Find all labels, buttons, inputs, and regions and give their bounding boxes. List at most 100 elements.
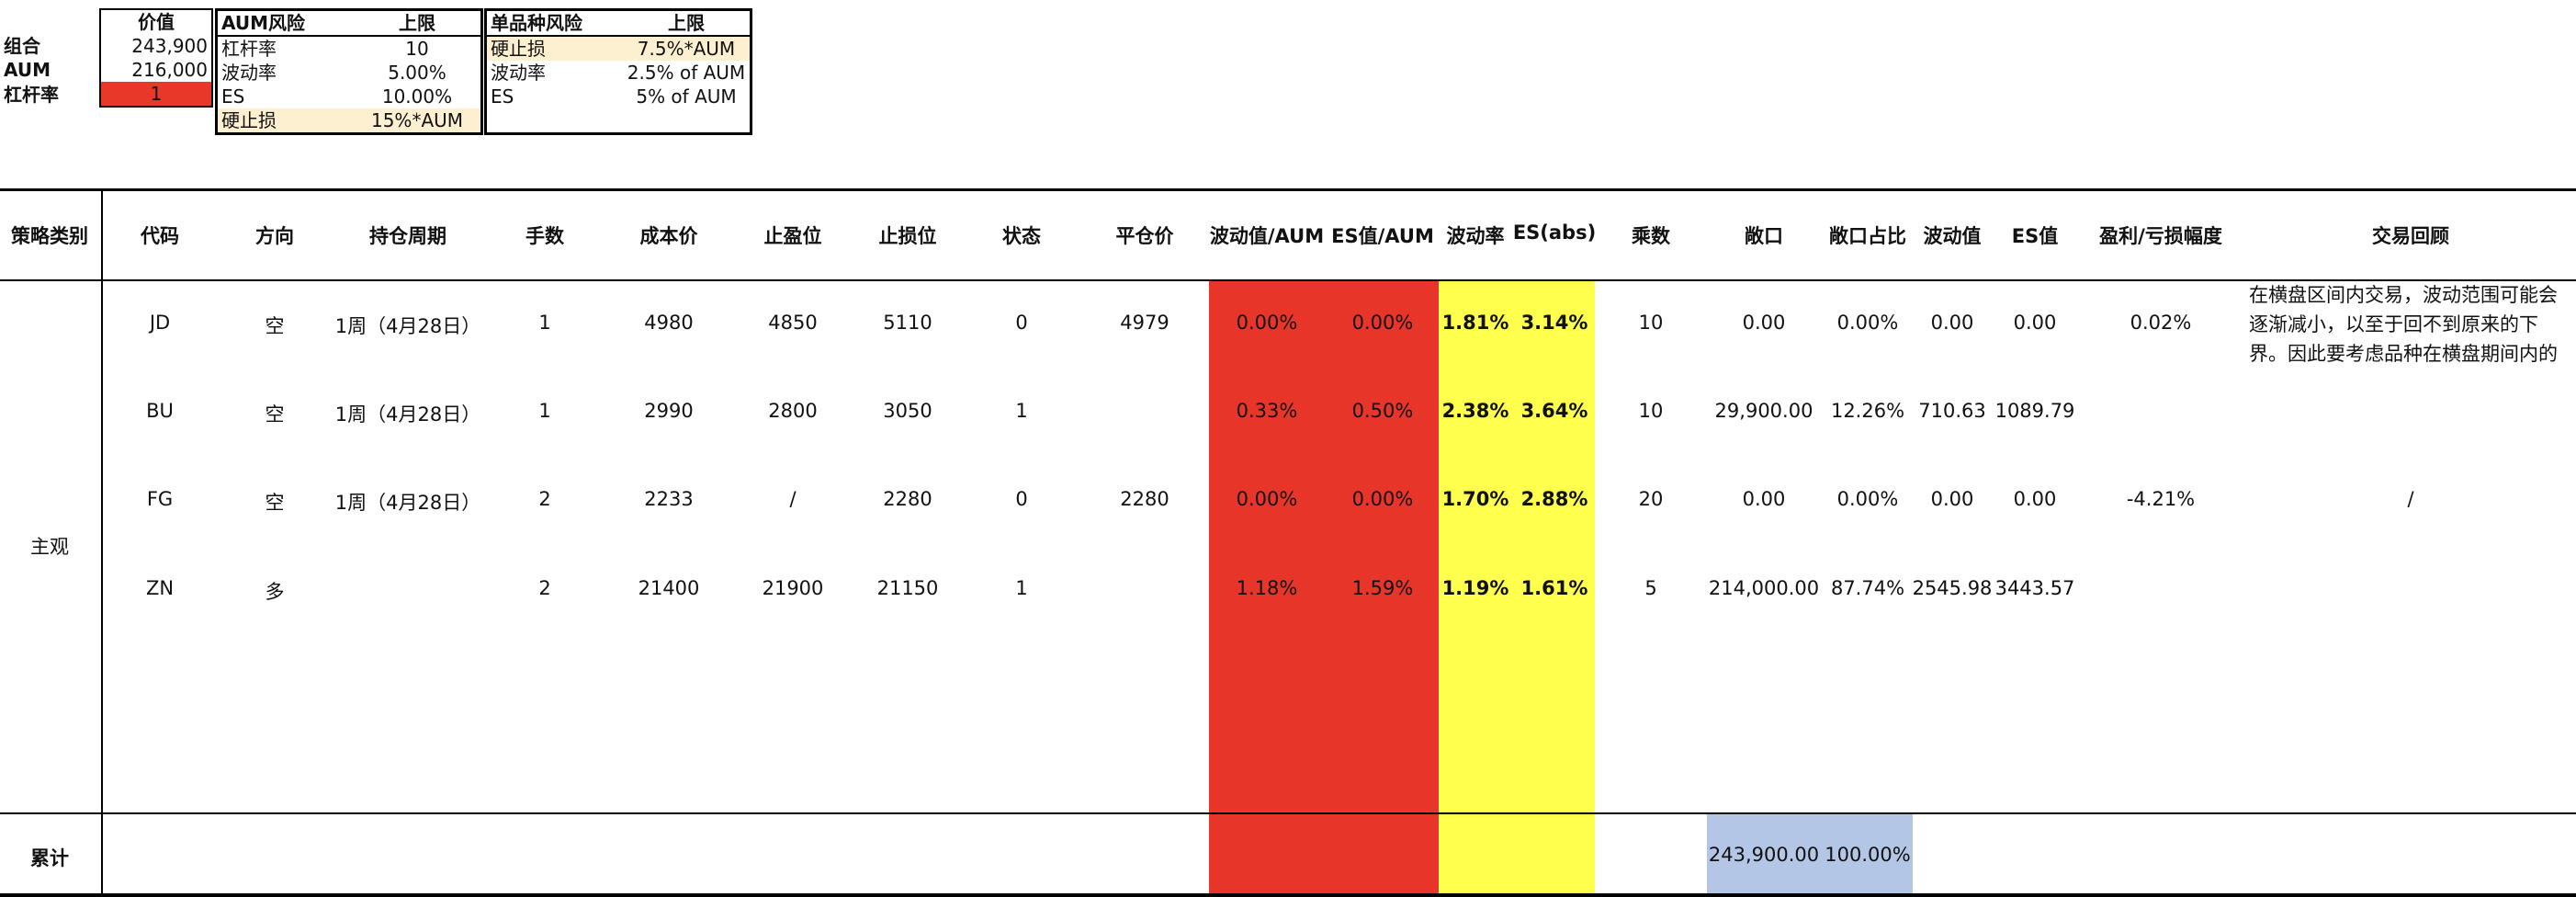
row-code: BU <box>146 400 174 422</box>
row-close-price: 4979 <box>1120 312 1169 334</box>
row-vol-value: 0.00 <box>1930 488 1974 510</box>
row-volatility: 2.38% <box>1441 400 1509 422</box>
leverage-value: 1 <box>99 82 213 108</box>
risk-limit: 7.5%*AUM <box>623 36 751 61</box>
risk-label: 杠杆率 <box>221 38 277 60</box>
risk-label: 波动率 <box>491 62 546 84</box>
row-vol-value: 710.63 <box>1918 400 1986 422</box>
row-period: 1周（4月28日） <box>334 403 481 426</box>
header-es-abs: ES(abs) <box>1512 221 1597 244</box>
table-top-border <box>0 188 2576 191</box>
volatility-highlight <box>1439 280 1595 897</box>
aum-risk-header: AUM风险 <box>216 9 354 37</box>
row-multiplier: 10 <box>1638 312 1664 334</box>
row-status: 0 <box>1015 488 1028 510</box>
row-exposure-pct: 87.74% <box>1830 577 1905 599</box>
limit-header: 上限 <box>623 9 751 37</box>
row-period: 1周（4月28日） <box>334 315 481 337</box>
total-label: 累计 <box>30 847 69 869</box>
row-take-profit: 2800 <box>768 400 818 422</box>
header-direction: 方向 <box>255 225 294 247</box>
row-take-profit: / <box>789 488 797 510</box>
risk-limit: 10.00% <box>381 85 453 108</box>
row-es-aum: 0.00% <box>1351 488 1414 510</box>
risk-limit: 2.5% of AUM <box>627 62 746 84</box>
header-code: 代码 <box>141 225 179 247</box>
summary-label: 杠杆率 <box>4 83 59 106</box>
row-es-value: 3443.57 <box>1994 577 2075 599</box>
row-lots: 1 <box>538 400 551 422</box>
summary-value: 216,000 <box>99 58 213 82</box>
row-es-abs: 3.14% <box>1520 312 1588 334</box>
portfolio-summary-table: 价值 组合 243,900 AUM 216,000 杠杆率 1 <box>0 8 213 108</box>
row-direction: 空 <box>265 492 285 514</box>
row-exposure-pct: 0.00% <box>1836 488 1899 510</box>
risk-label: ES <box>221 85 245 108</box>
row-lots: 2 <box>538 577 551 599</box>
summary-label: 组合 <box>4 35 40 57</box>
risk-limit: 15%*AUM <box>354 108 482 134</box>
header-vol-aum: 波动值/AUM <box>1209 225 1325 247</box>
total-exposure-pct: 100.00% <box>1825 844 1911 866</box>
total-top-border <box>0 812 2576 814</box>
single-risk-header: 单品种风险 <box>485 9 623 37</box>
header-bottom-border <box>0 279 2576 281</box>
single-risk-table: 单品种风险 上限 硬止损 7.5%*AUM 波动率 2.5% of AUM ES… <box>484 8 752 135</box>
value-header: 价值 <box>99 8 213 34</box>
header-volatility: 波动率 <box>1446 225 1505 247</box>
volatility-aum-highlight <box>1209 280 1439 897</box>
row-direction: 空 <box>265 403 285 426</box>
header-period: 持仓周期 <box>369 225 446 247</box>
row-vol-value: 2545.98 <box>1912 577 1993 599</box>
row-status: 1 <box>1015 577 1028 599</box>
header-take-profit: 止盈位 <box>763 225 822 247</box>
row-stop-loss: 2280 <box>883 488 932 510</box>
total-exposure: 243,900.00 <box>1708 844 1820 866</box>
row-vol-value: 0.00 <box>1930 312 1974 334</box>
row-code: JD <box>149 312 171 334</box>
risk-label: ES <box>491 85 514 108</box>
row-exposure-pct: 12.26% <box>1830 400 1905 422</box>
row-es-value: 0.00 <box>2013 312 2057 334</box>
row-exposure: 29,900.00 <box>1714 400 1813 422</box>
row-multiplier: 20 <box>1638 488 1664 510</box>
row-es-value: 1089.79 <box>1994 400 2075 422</box>
exposure-total-highlight <box>1707 814 1913 897</box>
row-es-aum: 0.50% <box>1351 400 1414 422</box>
row-direction: 多 <box>265 581 285 603</box>
risk-label: 硬止损 <box>485 36 623 61</box>
header-pnl: 盈利/亏损幅度 <box>2099 225 2222 247</box>
row-es-abs: 3.64% <box>1520 400 1588 422</box>
row-es-abs: 2.88% <box>1520 488 1588 510</box>
header-stop-loss: 止损位 <box>878 225 937 247</box>
row-vol-aum: 1.18% <box>1236 577 1298 599</box>
row-direction: 空 <box>265 315 285 337</box>
risk-label: 波动率 <box>221 62 277 84</box>
risk-label: 硬止损 <box>216 108 354 134</box>
row-close-price: 2280 <box>1120 488 1169 510</box>
aum-risk-table: AUM风险 上限 杠杆率 10 波动率 5.00% ES 10.00% 硬止损 … <box>215 8 483 135</box>
row-vol-aum: 0.00% <box>1236 312 1298 334</box>
risk-limit: 5.00% <box>388 62 446 84</box>
category-label: 主观 <box>30 536 69 558</box>
row-stop-loss: 5110 <box>883 312 932 334</box>
row-multiplier: 5 <box>1644 577 1657 599</box>
row-stop-loss: 3050 <box>883 400 932 422</box>
header-multiplier: 乘数 <box>1632 225 1670 247</box>
row-exposure: 214,000.00 <box>1708 577 1820 599</box>
summary-label: AUM <box>4 59 51 81</box>
row-volatility: 1.70% <box>1441 488 1509 510</box>
row-vol-aum: 0.33% <box>1236 400 1298 422</box>
row-exposure-pct: 0.00% <box>1836 312 1899 334</box>
row-stop-loss: 21150 <box>876 577 939 599</box>
row-es-aum: 0.00% <box>1351 312 1414 334</box>
row-pnl: -4.21% <box>2126 488 2196 510</box>
row-multiplier: 10 <box>1638 400 1664 422</box>
row-vol-aum: 0.00% <box>1236 488 1298 510</box>
risk-limit: 10 <box>405 38 429 60</box>
header-vol-value: 波动值 <box>1923 225 1982 247</box>
row-exposure: 0.00 <box>1742 312 1786 334</box>
header-cost: 成本价 <box>639 225 698 247</box>
row-review-note: 在横盘区间内交易，波动范围可能会逐渐减小，以至于回不到原来的下界。因此要考虑品种… <box>2249 284 2558 365</box>
